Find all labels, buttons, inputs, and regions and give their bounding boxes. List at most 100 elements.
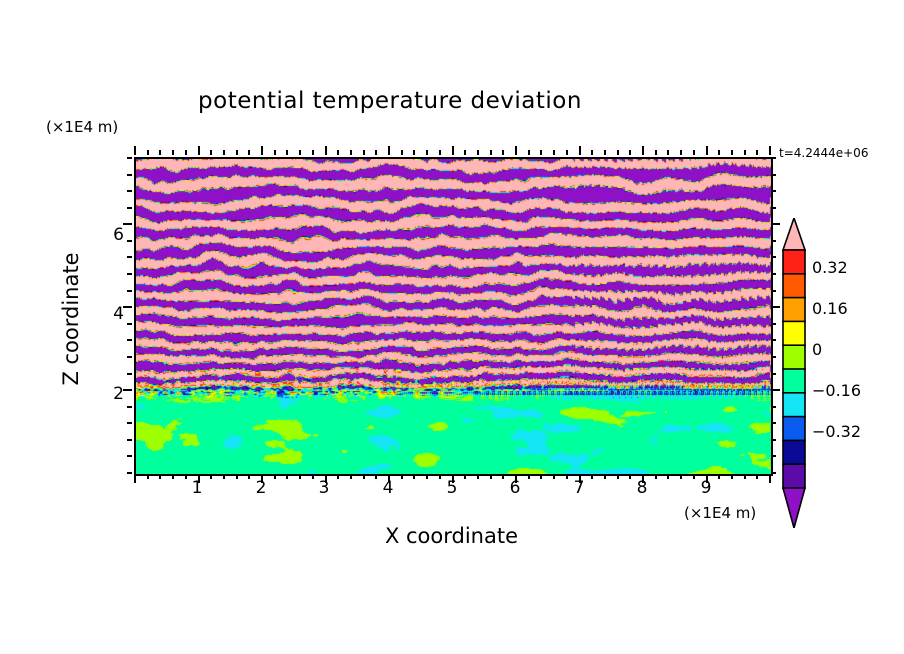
y-axis-minor-tick	[771, 356, 776, 358]
y-axis-minor-tick	[771, 157, 776, 159]
x-axis-minor-tick	[159, 150, 161, 155]
y-axis-tick-label: 4	[113, 304, 124, 324]
x-axis-major-tick	[134, 146, 136, 155]
x-axis-minor-tick	[439, 150, 441, 155]
x-axis-minor-tick	[172, 474, 174, 479]
y-axis-minor-tick	[127, 157, 132, 159]
x-axis-minor-tick	[718, 150, 720, 155]
x-axis-minor-tick	[236, 150, 238, 155]
x-axis-tick-label: 2	[255, 478, 267, 498]
x-axis-minor-tick	[528, 474, 530, 479]
x-axis-major-tick	[452, 474, 454, 483]
x-axis-major-tick	[706, 146, 708, 155]
x-axis-major-tick	[325, 474, 327, 483]
x-axis-minor-tick	[553, 474, 555, 479]
y-axis-tick-label: 6	[113, 225, 124, 245]
x-axis-minor-tick	[604, 474, 606, 479]
x-axis-minor-tick	[274, 150, 276, 155]
x-axis-minor-tick	[744, 474, 746, 479]
x-axis-minor-tick	[147, 150, 149, 155]
y-axis-minor-tick	[127, 356, 132, 358]
x-axis-tick-label: 4	[382, 478, 394, 498]
y-axis-minor-tick	[771, 290, 776, 292]
y-axis-minor-tick	[771, 472, 776, 474]
x-axis-minor-tick	[426, 150, 428, 155]
x-axis-minor-tick	[617, 474, 619, 479]
colorbar-band	[782, 368, 806, 395]
colorbar-tick-label: 0.16	[812, 299, 848, 318]
colorbar-band	[782, 249, 806, 276]
y-axis-minor-tick	[771, 455, 776, 457]
y-axis-minor-tick	[127, 373, 132, 375]
x-axis-minor-tick	[655, 474, 657, 479]
y-axis-minor-tick	[771, 323, 776, 325]
x-axis-minor-tick	[426, 474, 428, 479]
x-axis-minor-tick	[172, 150, 174, 155]
x-axis-minor-tick	[159, 474, 161, 479]
x-axis-minor-tick	[248, 150, 250, 155]
colorbar	[781, 218, 807, 528]
x-axis-minor-tick	[312, 150, 314, 155]
y-axis-minor-tick	[127, 207, 132, 209]
x-axis-minor-tick	[185, 474, 187, 479]
y-axis-minor-tick	[771, 406, 776, 408]
x-axis-minor-tick	[693, 474, 695, 479]
x-axis-tick-label: 5	[446, 478, 458, 498]
colorbar-tick-label: 0.32	[812, 258, 848, 277]
colorbar-band	[782, 463, 806, 490]
x-axis-major-tick	[579, 146, 581, 155]
x-axis-minor-tick	[223, 474, 225, 479]
colorbar-band	[782, 392, 806, 418]
y-axis-minor-tick	[771, 240, 776, 242]
x-axis-minor-tick	[655, 150, 657, 155]
x-axis-minor-tick	[286, 474, 288, 479]
x-axis-minor-tick	[591, 150, 593, 155]
x-axis-minor-tick	[274, 474, 276, 479]
x-axis-minor-tick	[629, 150, 631, 155]
x-axis-unit-label: (×1E4 m)	[684, 504, 757, 522]
y-axis-minor-tick	[771, 273, 776, 275]
x-axis-title: X coordinate	[384, 524, 519, 548]
x-axis-minor-tick	[439, 474, 441, 479]
x-axis-minor-tick	[413, 474, 415, 479]
x-axis-major-tick	[388, 474, 390, 483]
x-axis-minor-tick	[413, 150, 415, 155]
colorbar-band	[782, 296, 806, 323]
colorbar-band	[782, 272, 806, 299]
x-axis-major-tick	[579, 474, 581, 483]
colorbar-band	[782, 320, 806, 347]
y-axis-minor-tick	[771, 373, 776, 375]
x-axis-minor-tick	[756, 150, 758, 155]
x-axis-tick-label: 9	[700, 478, 712, 498]
contour-plot-area	[134, 157, 773, 476]
y-axis-minor-tick	[127, 174, 132, 176]
x-axis-major-tick	[515, 146, 517, 155]
x-axis-minor-tick	[363, 150, 365, 155]
x-axis-minor-tick	[299, 474, 301, 479]
colorbar-band	[782, 344, 806, 371]
y-axis-major-tick	[771, 223, 780, 225]
x-axis-minor-tick	[731, 474, 733, 479]
time-stamp-annotation: t=4.2444e+06	[779, 146, 869, 160]
x-axis-minor-tick	[401, 474, 403, 479]
y-axis-minor-tick	[771, 339, 776, 341]
x-axis-minor-tick	[299, 150, 301, 155]
x-axis-minor-tick	[350, 150, 352, 155]
y-axis-major-tick	[123, 306, 132, 308]
x-axis-tick-label: 6	[509, 478, 521, 498]
y-axis-minor-tick	[127, 339, 132, 341]
x-axis-tick-label: 3	[318, 478, 330, 498]
colorbar-under-arrow	[781, 487, 807, 528]
x-axis-minor-tick	[604, 150, 606, 155]
x-axis-minor-tick	[185, 150, 187, 155]
colorbar-tick-label: 0	[812, 340, 823, 359]
x-axis-major-tick	[769, 474, 771, 483]
x-axis-minor-tick	[464, 150, 466, 155]
x-axis-minor-tick	[502, 150, 504, 155]
x-axis-minor-tick	[147, 474, 149, 479]
x-axis-minor-tick	[210, 474, 212, 479]
colorbar-tick-label: −0.32	[812, 422, 862, 441]
x-axis-minor-tick	[540, 474, 542, 479]
x-axis-major-tick	[452, 146, 454, 155]
